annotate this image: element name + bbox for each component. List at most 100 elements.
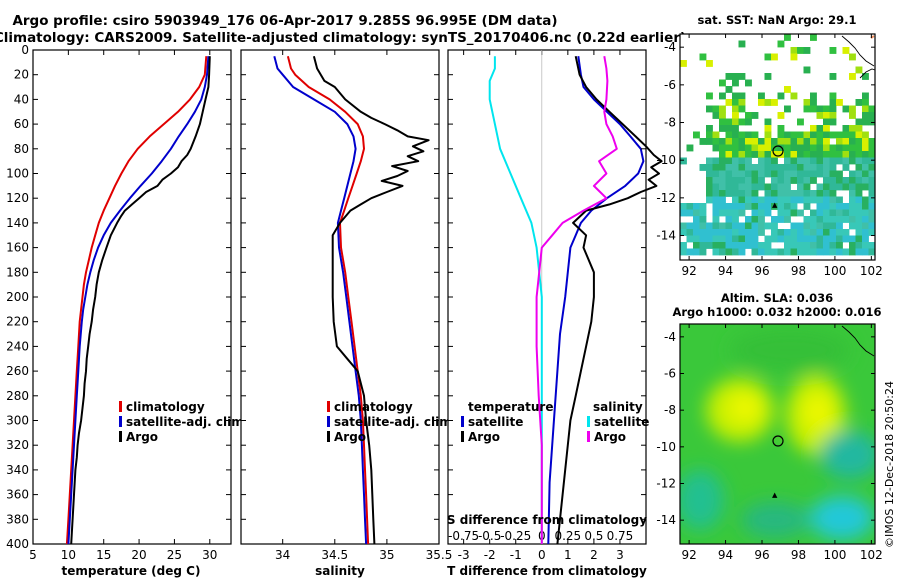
sst-cell <box>868 190 876 197</box>
sst-cell <box>784 177 791 184</box>
sst-cell <box>862 196 869 204</box>
sst-cells <box>680 34 876 256</box>
sst-cell <box>777 235 785 243</box>
sst-cell <box>764 222 772 230</box>
sst-cell <box>855 190 863 197</box>
coastline-path <box>841 325 875 357</box>
series-line-argo <box>312 55 430 545</box>
sst-cell <box>816 183 824 191</box>
depth-tick-label: 260 <box>6 364 29 378</box>
sst-cell <box>810 235 817 243</box>
sst-cell <box>842 216 850 223</box>
sst-cell <box>699 53 707 61</box>
sst-cell <box>842 235 850 243</box>
sst-cell <box>725 151 733 158</box>
sst-cell <box>803 170 811 178</box>
sst-cell <box>712 170 720 178</box>
sst-cell <box>771 196 778 204</box>
sst-cell <box>836 222 843 230</box>
sst-cell <box>693 242 700 249</box>
sst-cell <box>868 170 876 178</box>
lon-tick-label: 94 <box>718 548 733 562</box>
lon-tick-label: 100 <box>823 264 846 278</box>
difference-legend: temperature satellite Argo salinity sate… <box>461 400 649 444</box>
sst-cell <box>829 177 837 184</box>
legend-swatch-t-satellite <box>461 416 464 427</box>
sst-cell <box>829 73 837 80</box>
sst-cell <box>751 216 759 223</box>
depth-tick-label: 0 <box>21 43 29 57</box>
lat-tick-label: -4 <box>664 40 676 54</box>
sst-cell <box>829 209 837 217</box>
depth-tick-label: 40 <box>14 92 29 106</box>
legend-t-argo: Argo <box>468 430 500 444</box>
sst-cell <box>686 222 694 230</box>
sst-cell <box>803 105 811 113</box>
sst-cell <box>810 34 817 41</box>
sst-cell <box>764 151 772 158</box>
sst-cell <box>803 144 811 152</box>
sst-cell <box>745 177 752 184</box>
x-tick-label: 20 <box>131 548 146 562</box>
lat-tick-label: -8 <box>664 116 676 130</box>
sst-cell <box>797 222 804 230</box>
sst-lon-ticks: 92 94 96 98 100 102 <box>681 34 883 278</box>
sst-cell <box>771 53 778 61</box>
sst-cell <box>751 209 759 217</box>
sst-cell <box>790 164 798 171</box>
sst-cell <box>764 196 772 204</box>
sst-cell <box>797 248 804 256</box>
lon-tick-label: 98 <box>791 548 806 562</box>
sst-cell <box>823 170 830 178</box>
sst-cell <box>758 222 765 230</box>
s-difference-ticks: -0.75-0.5-0.25 0 0.25 0.5 0.75 <box>448 529 633 543</box>
sst-cell <box>680 248 687 256</box>
sst-cell <box>745 164 752 171</box>
sst-cell <box>725 242 733 249</box>
sst-cell <box>862 157 869 165</box>
sst-cell <box>758 203 765 210</box>
sst-cell <box>862 164 869 171</box>
sst-cell <box>823 209 830 217</box>
legend-swatch-s-argo <box>587 431 590 442</box>
sst-cell <box>829 118 837 126</box>
x-tick-label: -2 <box>484 548 496 562</box>
sst-cell <box>790 209 798 217</box>
sst-cell <box>751 235 759 243</box>
sst-cell <box>706 131 713 139</box>
coastline-path <box>841 35 875 67</box>
sst-cell <box>680 222 687 230</box>
sst-cell <box>810 144 817 152</box>
sst-cell <box>862 112 869 119</box>
sst-cell <box>706 125 713 132</box>
sst-cell <box>797 118 804 126</box>
sst-cell <box>816 164 824 171</box>
sst-cell <box>719 235 726 243</box>
sst-cell <box>816 151 824 158</box>
s-tick-label: -0.25 <box>500 529 531 543</box>
sst-cell <box>855 144 863 152</box>
sst-cell <box>719 203 726 210</box>
sst-cell <box>810 138 817 145</box>
sst-cell <box>725 209 733 217</box>
sst-cell <box>719 196 726 204</box>
difference-panel: -3 -2 -1 0 1 2 3 -0.75-0.5-0.25 0 0.25 0.5 0.75 S … <box>447 49 663 578</box>
sst-cell <box>712 164 720 171</box>
x-tick-label: 34.5 <box>321 548 348 562</box>
sst-cell <box>855 196 863 204</box>
sst-cell <box>823 164 830 171</box>
sla-field <box>680 324 875 544</box>
sst-cell <box>849 216 856 223</box>
sst-cell <box>784 248 791 256</box>
sst-cell <box>862 73 869 80</box>
depth-tick-label: 340 <box>6 463 29 477</box>
sst-cell <box>803 216 811 223</box>
sst-cell <box>816 131 824 139</box>
sst-cell <box>719 177 726 184</box>
legend-swatch-t-argo <box>461 431 464 442</box>
legend-t-satellite: satellite <box>468 415 523 429</box>
x-tick-label: -3 <box>458 548 470 562</box>
sst-cell <box>764 73 772 80</box>
series-line-climatology <box>65 56 208 545</box>
sst-map-panel: sat. SST: NaN Argo: 29.1 ▲ -4-6-8-10-12-… <box>656 13 882 278</box>
